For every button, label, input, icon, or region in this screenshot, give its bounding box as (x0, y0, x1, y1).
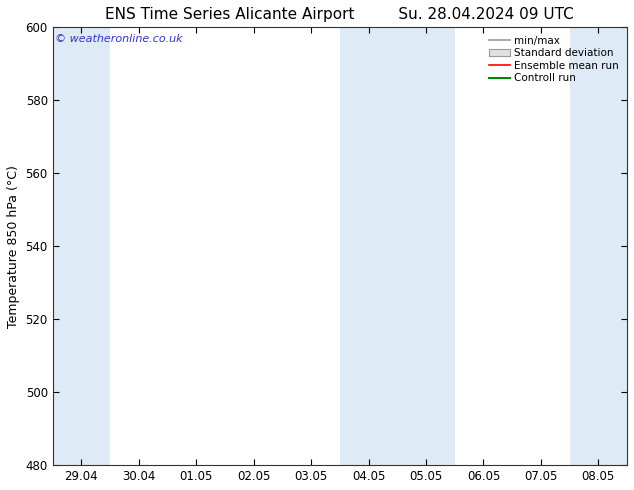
Bar (340, 27, 455, 465)
Bar (569, 27, 627, 465)
Text: © weatheronline.co.uk: © weatheronline.co.uk (56, 34, 183, 44)
Y-axis label: Temperature 850 hPa (°C): Temperature 850 hPa (°C) (7, 165, 20, 328)
Legend: min/max, Standard deviation, Ensemble mean run, Controll run: min/max, Standard deviation, Ensemble me… (486, 32, 622, 87)
Title: ENS Time Series Alicante Airport         Su. 28.04.2024 09 UTC: ENS Time Series Alicante Airport Su. 28.… (105, 7, 574, 22)
Bar (53, 27, 110, 465)
